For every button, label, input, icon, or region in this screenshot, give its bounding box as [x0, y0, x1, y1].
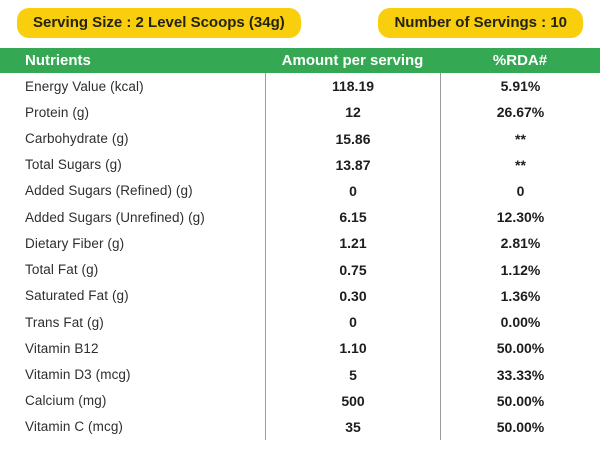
nutrient-name: Saturated Fat (g) — [25, 288, 129, 304]
rda-value: ** — [440, 151, 600, 178]
serving-size-badge: Serving Size : 2 Level Scoops (34g) — [17, 8, 301, 38]
rda-value: 50.00% — [440, 335, 600, 362]
table-row: Vitamin D3 (mcg) 5 33.33% — [0, 361, 600, 388]
table-row: Total Fat (g) 0.75 1.12% — [0, 256, 600, 283]
nutrient-name: Added Sugars (Refined) (g) — [25, 183, 193, 199]
table-row: Saturated Fat (g) 0.30 1.36% — [0, 282, 600, 309]
amount-value: 13.87 — [265, 151, 440, 178]
rda-value: 1.12% — [440, 256, 600, 283]
table-row: Protein (g) 12 26.67% — [0, 99, 600, 126]
amount-value: 6.15 — [265, 204, 440, 231]
rda-value: ** — [440, 125, 600, 152]
table-row: Added Sugars (Unrefined) (g) 6.15 12.30% — [0, 204, 600, 231]
amount-value: 0.75 — [265, 256, 440, 283]
rda-value: 2.81% — [440, 230, 600, 257]
rda-value: 50.00% — [440, 413, 600, 441]
number-of-servings-badge: Number of Servings : 10 — [378, 8, 583, 38]
table-row: Total Sugars (g) 13.87 ** — [0, 151, 600, 178]
header-amount-per-serving: Amount per serving — [281, 52, 424, 69]
rda-value: 5.91% — [440, 73, 600, 100]
nutrient-name: Trans Fat (g) — [25, 314, 104, 330]
table-row: Carbohydrate (g) 15.86 ** — [0, 125, 600, 152]
amount-value: 500 — [265, 387, 440, 414]
table-row: Calcium (mg) 500 50.00% — [0, 387, 600, 414]
nutrient-name: Carbohydrate (g) — [25, 131, 129, 147]
nutrient-name: Added Sugars (Unrefined) (g) — [25, 209, 205, 225]
nutrient-name: Calcium (mg) — [25, 393, 107, 409]
table-row: Vitamin B12 1.10 50.00% — [0, 335, 600, 362]
nutrient-name: Energy Value (kcal) — [25, 78, 144, 94]
table-row: Trans Fat (g) 0 0.00% — [0, 308, 600, 336]
amount-value: 35 — [265, 413, 440, 441]
rda-value: 33.33% — [440, 361, 600, 388]
amount-value: 0 — [265, 177, 440, 205]
rda-value: 1.36% — [440, 282, 600, 309]
nutrient-name: Dietary Fiber (g) — [25, 235, 125, 251]
amount-value: 5 — [265, 361, 440, 388]
amount-value: 0 — [265, 308, 440, 336]
rda-value: 12.30% — [440, 204, 600, 231]
nutrient-name: Vitamin D3 (mcg) — [25, 367, 131, 383]
header-nutrients: Nutrients — [25, 52, 91, 69]
rda-value: 26.67% — [440, 99, 600, 126]
nutrient-name: Vitamin B12 — [25, 340, 99, 356]
rda-value: 0 — [440, 177, 600, 205]
nutrient-name: Total Fat (g) — [25, 262, 99, 278]
amount-value: 15.86 — [265, 125, 440, 152]
amount-value: 12 — [265, 99, 440, 126]
amount-value: 1.10 — [265, 335, 440, 362]
amount-value: 1.21 — [265, 230, 440, 257]
table-row: Dietary Fiber (g) 1.21 2.81% — [0, 230, 600, 257]
rda-value: 0.00% — [440, 308, 600, 336]
table-header-row: Nutrients Amount per serving %RDA# — [0, 48, 600, 73]
amount-value: 0.30 — [265, 282, 440, 309]
nutrient-name: Protein (g) — [25, 104, 90, 120]
header-rda: %RDA# — [492, 52, 548, 69]
table-row: Added Sugars (Refined) (g) 0 0 — [0, 177, 600, 205]
nutrient-name: Vitamin C (mcg) — [25, 419, 124, 435]
rda-value: 50.00% — [440, 387, 600, 414]
table-row: Energy Value (kcal) 118.19 5.91% — [0, 73, 600, 100]
table-row: Vitamin C (mcg) 35 50.00% — [0, 413, 600, 441]
amount-value: 118.19 — [265, 73, 440, 100]
nutrition-table-body: Energy Value (kcal) 118.19 5.91% Protein… — [0, 73, 600, 441]
nutrient-name: Total Sugars (g) — [25, 157, 122, 173]
